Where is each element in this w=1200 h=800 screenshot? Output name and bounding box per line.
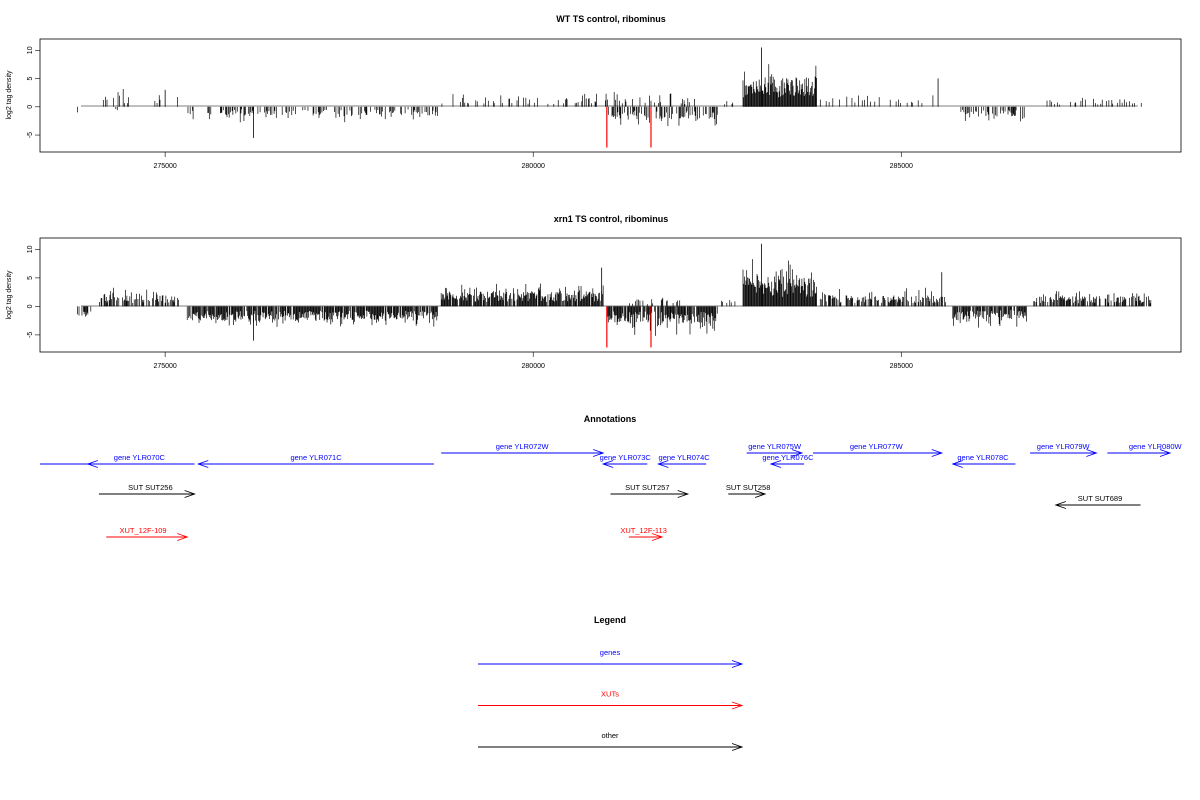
feature-label: gene YLR077W — [850, 442, 904, 451]
y-tick-label: 0 — [27, 304, 34, 308]
legend-arrowhead — [731, 660, 744, 668]
feature-label: SUT SUT689 — [1078, 494, 1122, 503]
legend-label: XUTs — [601, 690, 619, 699]
feature-arrowhead — [1086, 449, 1098, 457]
x-tick-label: 280000 — [522, 363, 545, 370]
x-tick-label: 285000 — [890, 163, 913, 170]
legend-arrowhead — [731, 701, 744, 710]
x-tick-label: 285000 — [890, 363, 913, 370]
annotation-feature: SUT SUT256 — [98, 483, 196, 498]
feature-arrowhead — [651, 533, 664, 541]
annotation-feature: gene YLR071C — [196, 453, 434, 468]
feature-label: gene YLR080W — [1129, 442, 1183, 451]
xrn1-panel: xrn1 TS control, ribominus log2 tag dens… — [6, 214, 1182, 370]
annotation-feature: SUT SUT689 — [1054, 494, 1141, 509]
annotation-feature: gene YLR074C — [656, 453, 711, 468]
x-tick-label: 280000 — [522, 163, 545, 170]
feature-label: gene YLR078C — [957, 453, 1009, 462]
feature-arrowhead — [592, 449, 605, 457]
annotations-title: Annotations — [584, 414, 637, 424]
y-tick-label: -5 — [27, 132, 34, 138]
legend-arrowhead — [731, 743, 744, 751]
feature-label: XUT_12F-113 — [620, 526, 667, 535]
wt-panel-x-axis: 275000 280000 285000 — [153, 152, 913, 170]
xrn1-panel-bars — [77, 259, 1152, 336]
feature-label: gene YLR072W — [496, 442, 550, 451]
feature-label: XUT_12F-109 — [120, 526, 167, 535]
x-tick-label: 275000 — [153, 163, 176, 170]
y-tick-label: 0 — [27, 105, 34, 109]
y-tick-label: 5 — [27, 77, 34, 81]
feature-label: gene YLR076C — [762, 453, 814, 462]
feature-label: gene YLR070C — [114, 453, 166, 462]
feature-arrowhead — [601, 460, 614, 468]
feature-label: SUT SUT257 — [625, 483, 669, 492]
legend-title: Legend — [594, 615, 626, 625]
feature-arrowhead — [184, 490, 196, 498]
feature-arrowhead — [677, 490, 690, 498]
wt-panel-frame — [39, 38, 1182, 153]
wt-panel-y-axis: -5 0 5 10 — [27, 46, 40, 138]
feature-label: SUT SUT256 — [128, 483, 172, 492]
legend-entry: XUTs — [478, 690, 744, 710]
y-tick-label: 10 — [27, 245, 34, 253]
legend-label: genes — [600, 648, 621, 657]
y-tick-label: 5 — [27, 276, 34, 280]
wt-panel-title: WT TS control, ribominus — [556, 14, 666, 24]
feature-arrowhead — [196, 460, 209, 468]
wt-panel-spikes — [164, 47, 939, 148]
feature-arrowhead — [951, 460, 963, 468]
annotation-feature: gene YLR075W — [746, 442, 804, 457]
annotation-feature: gene YLR070C — [86, 453, 195, 468]
feature-label: gene YLR075W — [748, 442, 802, 451]
feature-arrowhead — [656, 460, 669, 468]
annotation-feature: gene YLR076C — [762, 453, 814, 468]
legend-label: other — [601, 731, 619, 740]
annotation-feature: gene YLR077W — [812, 442, 944, 457]
xrn1-panel-frame — [39, 237, 1182, 353]
feature-label: gene YLR073C — [600, 453, 652, 462]
annotation-feature: XUT_12F-109 — [106, 526, 189, 541]
wt-panel-ylabel: log2 tag density — [6, 70, 13, 120]
feature-arrowhead — [754, 490, 767, 498]
legend-entry: genes — [478, 648, 744, 668]
x-tick-label: 275000 — [153, 363, 176, 370]
xrn1-panel-x-axis: 275000 280000 285000 — [153, 352, 913, 370]
xrn1-panel-ylabel: log2 tag density — [6, 270, 13, 320]
xrn1-panel-title: xrn1 TS control, ribominus — [554, 214, 669, 224]
wt-panel-bars — [77, 64, 1142, 127]
legend-items: genes XUTs other — [478, 648, 744, 751]
annotation-feature: XUT_12F-113 — [620, 526, 667, 541]
feature-label: gene YLR071C — [290, 453, 342, 462]
feature-arrowhead — [177, 533, 189, 541]
feature-label: gene YLR079W — [1037, 442, 1091, 451]
feature-arrowhead — [791, 449, 804, 457]
annotation-feature: SUT SUT257 — [610, 483, 690, 498]
feature-arrowhead — [1054, 501, 1067, 509]
feature-label: gene YLR074C — [659, 453, 711, 462]
xrn1-panel-spikes — [253, 243, 943, 348]
feature-arrowhead — [931, 449, 944, 457]
wt-panel: WT TS control, ribominus log2 tag densit… — [6, 14, 1182, 170]
feature-arrowhead — [86, 460, 98, 468]
y-tick-label: -5 — [27, 332, 34, 338]
legend-entry: other — [478, 731, 744, 751]
feature-arrowhead — [769, 460, 782, 468]
feature-label: SUT SUT258 — [726, 483, 770, 492]
annotation-feature: gene YLR073C — [600, 453, 652, 468]
annotation-items: gene YLR070C gene YLR071C gene YLR072W gene… — [40, 442, 1183, 541]
feature-arrowhead — [1159, 449, 1172, 457]
annotation-feature: SUT SUT258 — [726, 483, 770, 498]
legend: Legend genes XUTs other — [478, 615, 744, 751]
annotation-feature: gene YLR078C — [951, 453, 1016, 468]
annotations-track: Annotations gene YLR070C gene YLR071Cgene… — [40, 414, 1183, 541]
y-tick-label: 10 — [27, 46, 34, 54]
annotation-feature: gene YLR072W — [441, 442, 605, 457]
annotation-feature: gene YLR080W — [1107, 442, 1183, 457]
annotation-feature: gene YLR079W — [1030, 442, 1098, 457]
xrn1-panel-y-axis: -5 0 5 10 — [27, 245, 40, 338]
